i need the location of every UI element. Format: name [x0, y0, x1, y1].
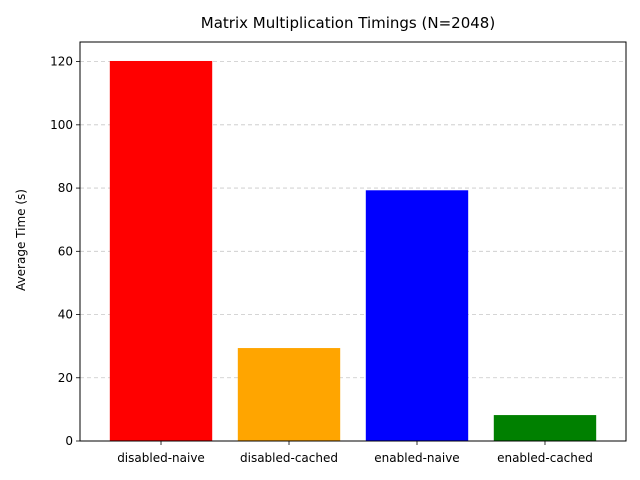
x-tick-label: enabled-naive	[374, 451, 459, 465]
y-tick-label: 120	[50, 55, 73, 69]
bar-enabled-naive	[365, 190, 469, 441]
x-tick-label: enabled-cached	[497, 451, 593, 465]
y-axis-label: Average Time (s)	[14, 189, 28, 291]
bar-enabled-cached	[493, 415, 597, 441]
bar-disabled-naive	[109, 60, 213, 442]
y-tick-label: 0	[65, 434, 73, 448]
y-tick-label: 60	[58, 244, 73, 258]
y-tick-label: 80	[58, 181, 73, 195]
bar-disabled-cached	[237, 348, 341, 441]
x-tick-label: disabled-naive	[117, 451, 205, 465]
bars	[109, 60, 597, 442]
y-tick-label: 100	[50, 118, 73, 132]
plot-frame	[79, 41, 627, 442]
y-tick-label: 20	[58, 371, 73, 385]
chart-title: Matrix Multiplication Timings (N=2048)	[201, 14, 495, 32]
x-tick-label: disabled-cached	[240, 451, 338, 465]
y-axis-ticks: 0 20 40 60 80 100 120	[50, 55, 80, 448]
x-axis-ticks: disabled-naive disabled-cached enabled-nai…	[117, 441, 593, 465]
y-tick-label: 40	[58, 308, 73, 322]
